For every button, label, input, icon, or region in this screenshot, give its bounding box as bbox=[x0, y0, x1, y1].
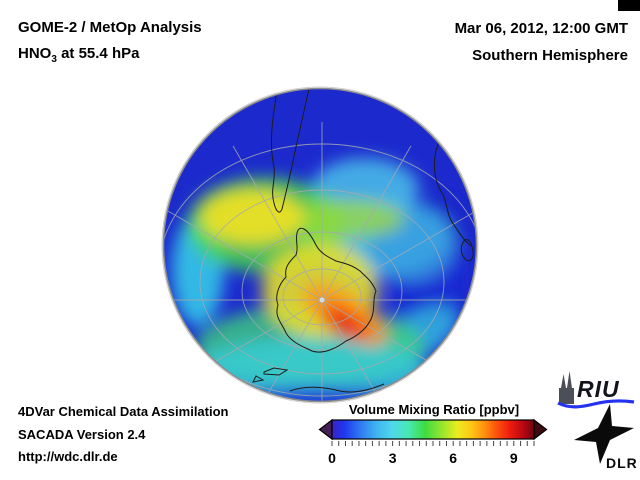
coastline-south-america bbox=[270, 88, 311, 213]
hemisphere-label: Southern Hemisphere bbox=[472, 47, 628, 64]
credit-line-1: 4DVar Chemical Data Assimilation bbox=[18, 404, 229, 419]
colorbar-title: Volume Mixing Ratio [ppbv] bbox=[349, 402, 519, 417]
coastlines bbox=[252, 88, 474, 393]
mixing-ratio-field bbox=[163, 88, 477, 402]
colorbar-overflow-arrow bbox=[533, 418, 548, 441]
coastline-new-zealand-1 bbox=[263, 367, 289, 376]
colorbar-ticks bbox=[331, 441, 535, 446]
south-pole-point bbox=[319, 297, 325, 303]
colorbar: Volume Mixing Ratio [ppbv] 0 3 6 9 bbox=[316, 399, 556, 471]
credits: 4DVar Chemical Data Assimilation SACADA … bbox=[18, 401, 229, 469]
dlr-logo: DLR bbox=[566, 404, 640, 476]
riu-label: RIU bbox=[577, 376, 620, 402]
header-left: GOME-2 / MetOp Analysis HNO3 at 55.4 hPa bbox=[18, 15, 202, 73]
dlr-emblem-icon bbox=[574, 404, 634, 464]
colorbar-svg: Volume Mixing Ratio [ppbv] 0 3 6 9 bbox=[318, 402, 548, 466]
species-name: HNO bbox=[18, 45, 52, 62]
header-right: Mar 06, 2012, 12:00 GMT Southern Hemisph… bbox=[455, 15, 628, 69]
coastline-madagascar bbox=[460, 239, 474, 262]
colorbar-tick-9: 9 bbox=[510, 450, 518, 466]
colorbar-tick-3: 3 bbox=[389, 450, 397, 466]
coastline-new-zealand-2 bbox=[252, 375, 265, 383]
dlr-logo-svg: DLR bbox=[574, 404, 638, 471]
product-title: GOME-2 / MetOp Analysis bbox=[18, 19, 202, 36]
globe-svg bbox=[161, 86, 479, 404]
timestamp: Mar 06, 2012, 12:00 GMT bbox=[454, 20, 628, 37]
species-subscript: 3 bbox=[51, 54, 57, 65]
cathedral-icon bbox=[559, 371, 574, 404]
coastline-africa bbox=[433, 136, 472, 247]
credit-url: http://wdc.dlr.de bbox=[18, 449, 118, 464]
corner-marker bbox=[618, 0, 640, 11]
colorbar-tick-0: 0 bbox=[328, 450, 336, 466]
globe-rim bbox=[162, 87, 478, 403]
pressure-level: at 55.4 hPa bbox=[56, 45, 140, 62]
graticule bbox=[163, 122, 477, 402]
dlr-label: DLR bbox=[606, 455, 638, 471]
globe-outer-rim bbox=[161, 86, 479, 404]
credit-line-2: SACADA Version 2.4 bbox=[18, 426, 146, 442]
colorbar-tick-6: 6 bbox=[449, 450, 457, 466]
colorbar-gradient-bar bbox=[331, 419, 535, 440]
coastline-antarctica bbox=[276, 227, 377, 353]
river-wave-icon bbox=[557, 399, 635, 409]
species-level: HNO3 at 55.4 hPa bbox=[18, 41, 202, 73]
colorbar-underflow-arrow bbox=[318, 418, 333, 441]
riu-logo-svg: RIU bbox=[557, 371, 635, 409]
hemisphere-map bbox=[160, 85, 480, 405]
riu-logo: RIU bbox=[556, 371, 640, 409]
coastline-australia bbox=[289, 383, 385, 393]
